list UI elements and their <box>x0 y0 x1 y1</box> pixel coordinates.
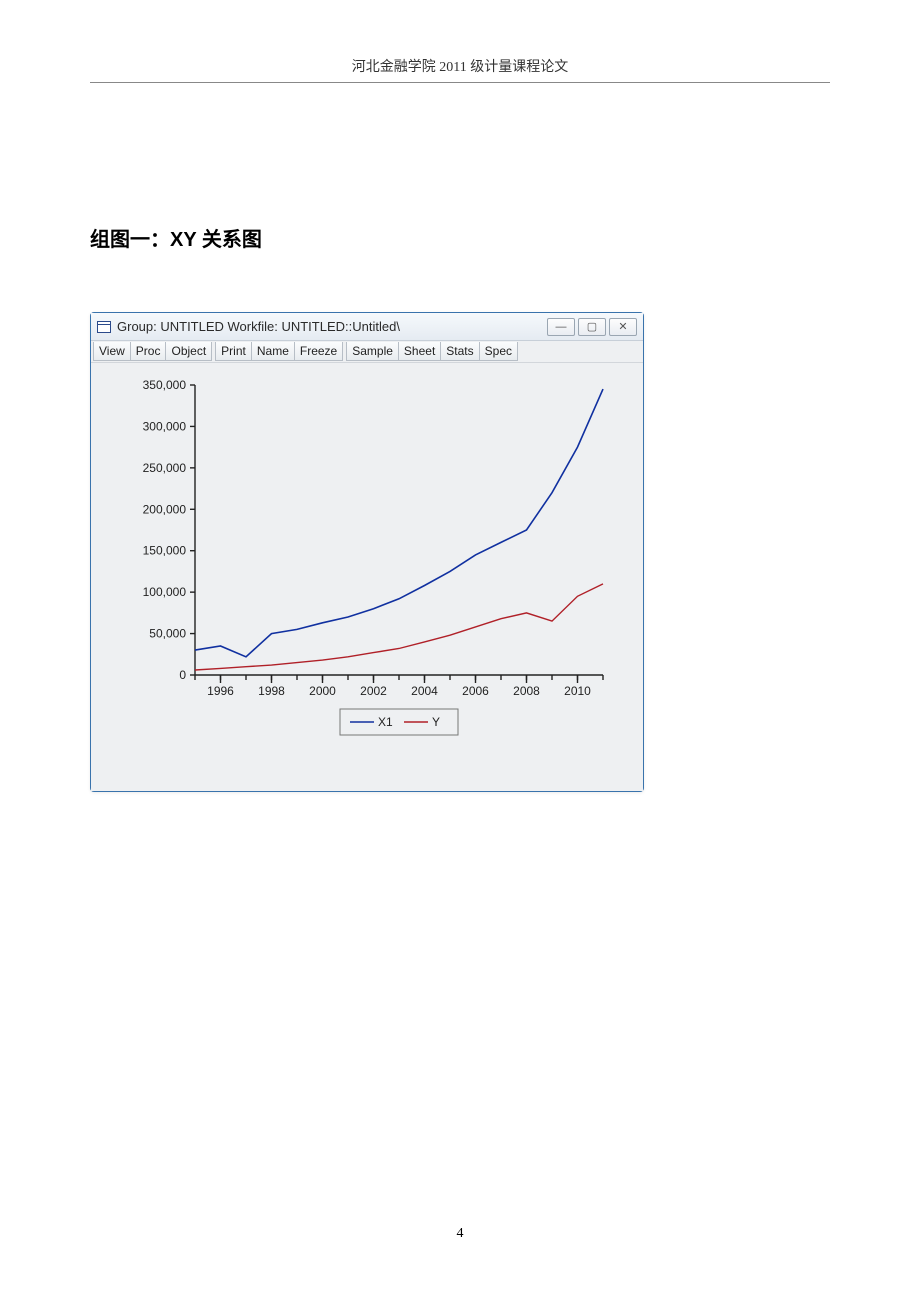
close-button[interactable]: ✕ <box>609 318 637 336</box>
section-title: 组图一：XY 关系图 <box>90 223 920 252</box>
svg-text:150,000: 150,000 <box>143 544 187 558</box>
svg-text:2004: 2004 <box>411 684 438 698</box>
svg-text:1996: 1996 <box>207 684 234 698</box>
toolbar-proc-button[interactable]: Proc <box>131 342 167 361</box>
svg-text:Y: Y <box>432 715 440 729</box>
eviews-window: Group: UNTITLED Workfile: UNTITLED::Unti… <box>90 312 644 792</box>
toolbar-spec-button[interactable]: Spec <box>480 342 518 361</box>
series-X1 <box>195 389 603 657</box>
header-text: 河北金融学院 2011 级计量课程论文 <box>352 60 568 75</box>
page-header: 河北金融学院 2011 级计量课程论文 <box>90 0 830 83</box>
toolbar-freeze-button[interactable]: Freeze <box>295 342 343 361</box>
svg-text:1998: 1998 <box>258 684 285 698</box>
series-Y <box>195 584 603 670</box>
svg-text:2006: 2006 <box>462 684 489 698</box>
line-chart: 0 50,000 100,000 150,000 200,000 250,000 300,0… <box>103 375 633 775</box>
toolbar-object-button[interactable]: Object <box>166 342 212 361</box>
toolbar-print-button[interactable]: Print <box>215 342 252 361</box>
svg-text:2008: 2008 <box>513 684 540 698</box>
chart-area: 0 50,000 100,000 150,000 200,000 250,000 300,0… <box>91 363 643 791</box>
svg-text:2002: 2002 <box>360 684 387 698</box>
toolbar-view-button[interactable]: View <box>93 342 131 361</box>
window-title: Group: UNTITLED Workfile: UNTITLED::Unti… <box>117 319 400 334</box>
titlebar: Group: UNTITLED Workfile: UNTITLED::Unti… <box>91 313 643 341</box>
svg-text:2010: 2010 <box>564 684 591 698</box>
toolbar-sheet-button[interactable]: Sheet <box>399 342 441 361</box>
svg-text:2000: 2000 <box>309 684 336 698</box>
page-number: 4 <box>0 1226 920 1242</box>
toolbar-sample-button[interactable]: Sample <box>346 342 399 361</box>
svg-text:50,000: 50,000 <box>149 627 186 641</box>
minimize-button[interactable]: — <box>547 318 575 336</box>
svg-text:200,000: 200,000 <box>143 502 187 516</box>
svg-text:300,000: 300,000 <box>143 419 187 433</box>
window-icon <box>97 321 111 333</box>
toolbar: ViewProcObjectPrintNameFreezeSampleSheet… <box>91 341 643 363</box>
svg-text:350,000: 350,000 <box>143 378 187 392</box>
svg-text:X1: X1 <box>378 715 393 729</box>
maximize-button[interactable]: ▢ <box>578 318 606 336</box>
svg-text:250,000: 250,000 <box>143 461 187 475</box>
toolbar-name-button[interactable]: Name <box>252 342 295 361</box>
toolbar-stats-button[interactable]: Stats <box>441 342 479 361</box>
svg-text:100,000: 100,000 <box>143 585 187 599</box>
svg-text:0: 0 <box>179 668 186 682</box>
